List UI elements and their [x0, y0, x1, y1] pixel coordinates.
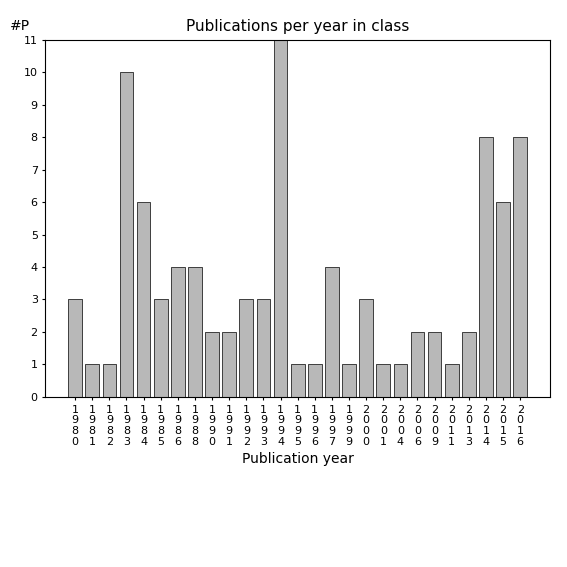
Bar — [103, 365, 116, 397]
Title: Publications per year in class: Publications per year in class — [186, 19, 409, 35]
Bar — [257, 299, 270, 397]
Bar — [496, 202, 510, 397]
Text: #P: #P — [10, 19, 30, 32]
Bar — [428, 332, 442, 397]
Bar — [513, 137, 527, 397]
Bar — [171, 267, 185, 397]
Bar — [376, 365, 390, 397]
X-axis label: Publication year: Publication year — [242, 452, 354, 467]
Bar — [86, 365, 99, 397]
Bar — [411, 332, 424, 397]
Bar — [479, 137, 493, 397]
Bar — [154, 299, 168, 397]
Bar — [239, 299, 253, 397]
Bar — [68, 299, 82, 397]
Bar — [137, 202, 150, 397]
Bar — [291, 365, 304, 397]
Bar — [222, 332, 236, 397]
Bar — [308, 365, 321, 397]
Bar — [342, 365, 356, 397]
Bar — [274, 40, 287, 397]
Bar — [359, 299, 373, 397]
Bar — [188, 267, 202, 397]
Bar — [205, 332, 219, 397]
Bar — [462, 332, 476, 397]
Bar — [445, 365, 459, 397]
Bar — [393, 365, 407, 397]
Bar — [325, 267, 338, 397]
Bar — [120, 72, 133, 397]
